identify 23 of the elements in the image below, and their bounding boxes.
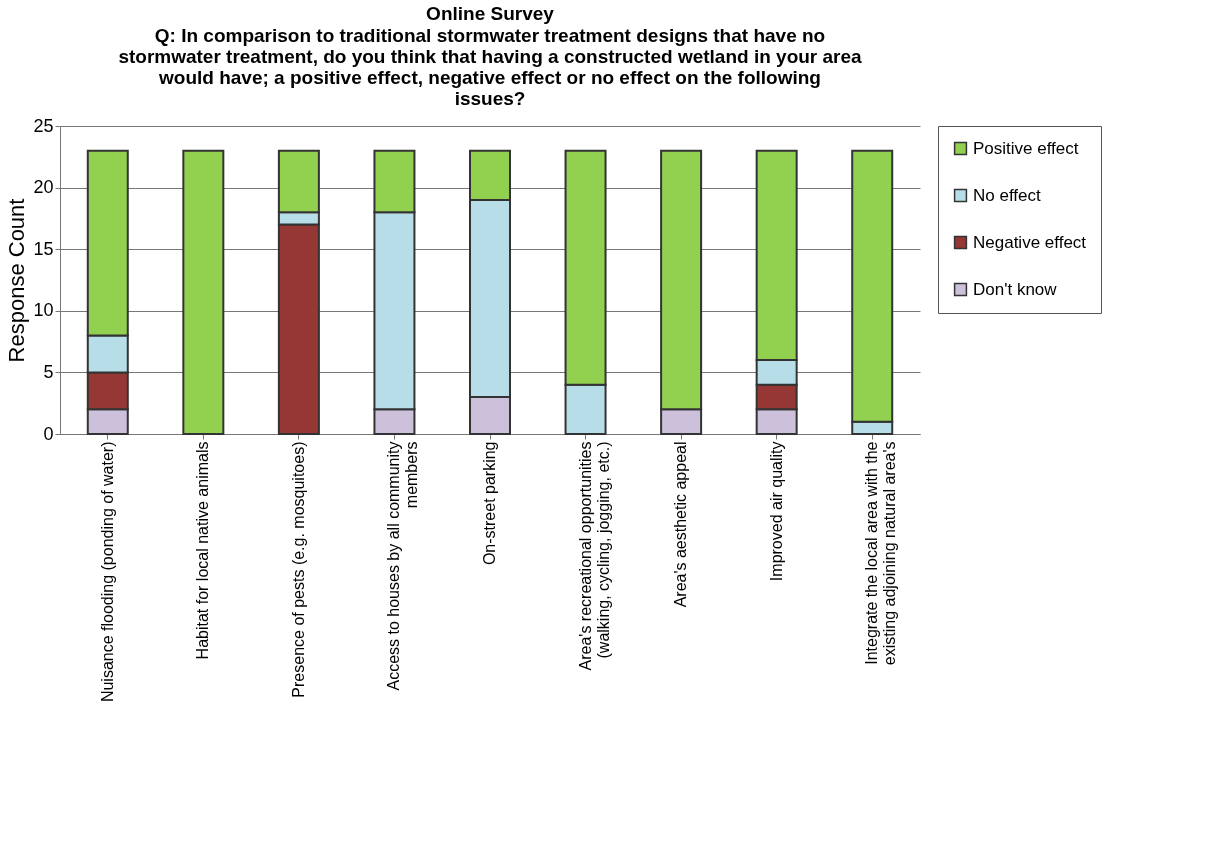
y-tick-label: 5 bbox=[43, 361, 54, 382]
bar bbox=[182, 149, 225, 435]
legend-label: Positive effect bbox=[973, 138, 1079, 158]
y-tick-label: 15 bbox=[33, 238, 54, 259]
y-tick-label: 0 bbox=[43, 423, 54, 444]
legend-label: No effect bbox=[973, 185, 1041, 205]
x-tick-label: Nuisance flooding (ponding of water) bbox=[98, 441, 116, 703]
legend-label: Don't know bbox=[973, 279, 1058, 299]
chart-title: Online Survey bbox=[426, 3, 555, 24]
x-tick-label: Improved air quality bbox=[767, 441, 785, 582]
legend-label: Negative effect bbox=[973, 232, 1087, 252]
x-tick-label: Integrate the local area with the existing adjoining natural area's bbox=[863, 441, 899, 666]
x-tick-label: Habitat for local native animals bbox=[194, 441, 212, 660]
y-tick-label: 10 bbox=[33, 300, 54, 321]
y-tick-label: 25 bbox=[33, 115, 54, 136]
x-tick-label: Presence of pests (e.g. mosquitoes) bbox=[289, 441, 307, 698]
x-tick-label: Area's aesthetic appeal bbox=[672, 441, 690, 608]
x-tick-label: Access to houses by all community members bbox=[385, 441, 421, 691]
y-axis-title: Response Count bbox=[4, 198, 30, 363]
x-tick-label: Area's recreational opportunities (walking, cycling, jogging, etc.) bbox=[576, 441, 612, 671]
y-tick-label: 20 bbox=[33, 177, 54, 198]
chart-subtitle: Q: In comparison to traditional stormwater treatment designs that have no stormwater treatment, do you think that having a constructed wetland in your area would have; a positive effect, negative effect or no effect on the following issues? bbox=[118, 25, 863, 109]
x-tick-label: On-street parking bbox=[481, 441, 498, 566]
